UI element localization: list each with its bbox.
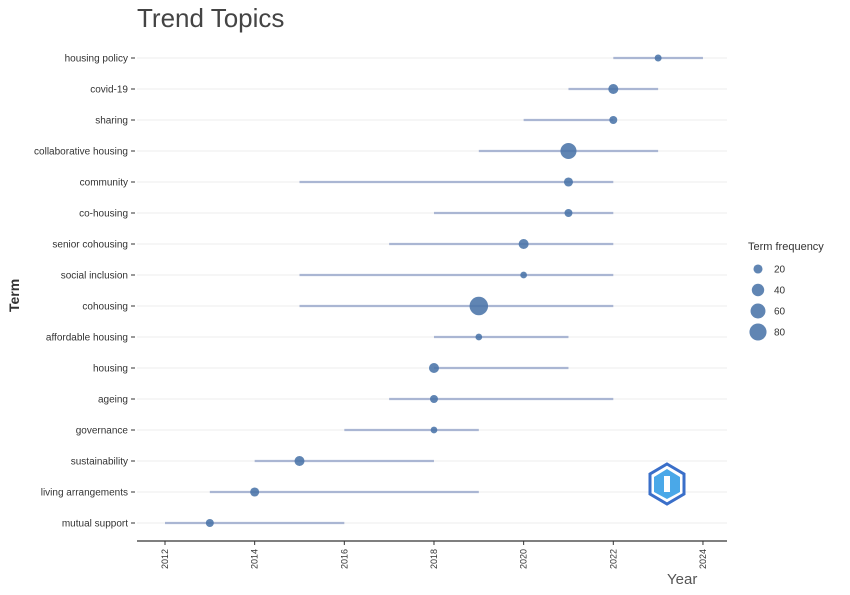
- term-label: sustainability: [71, 457, 128, 468]
- median-point: [429, 395, 438, 403]
- x-axis-label: Year: [667, 571, 697, 588]
- legend-size-marker: [753, 264, 763, 274]
- median-point: [563, 177, 573, 187]
- term-label: sharing: [95, 116, 128, 127]
- median-point: [250, 487, 260, 497]
- median-point: [520, 271, 527, 279]
- x-tick-label: 2012: [160, 549, 170, 569]
- median-point: [654, 54, 662, 62]
- term-label: collaborative housing: [34, 147, 128, 158]
- term-label: living arrangements: [41, 488, 128, 499]
- y-axis-label: Term: [6, 279, 22, 312]
- median-point: [469, 296, 489, 316]
- x-tick-label: 2022: [608, 549, 618, 569]
- median-points: [205, 54, 662, 527]
- median-point: [560, 142, 577, 160]
- legend-size-label: 60: [774, 307, 786, 318]
- legend-size-label: 80: [774, 328, 786, 339]
- x-tick-label: 2014: [250, 549, 260, 569]
- legend-size-marker: [749, 323, 767, 341]
- legend: Term frequency 20 40 60 80: [748, 241, 824, 341]
- year-ranges: [165, 56, 703, 525]
- median-point: [609, 116, 618, 124]
- median-point: [608, 84, 619, 94]
- x-tick-label: 2018: [429, 549, 439, 569]
- term-label: housing: [93, 364, 128, 375]
- x-tick-label: 2020: [519, 549, 529, 569]
- legend-size-label: 20: [774, 265, 786, 276]
- legend-size-marker: [751, 283, 765, 297]
- term-label: social inclusion: [61, 271, 128, 282]
- logo: [648, 462, 686, 506]
- term-label: housing policy: [65, 54, 128, 65]
- median-point: [564, 209, 573, 217]
- term-label: covid-19: [90, 85, 128, 96]
- median-point: [428, 363, 439, 373]
- term-label: senior cohousing: [52, 240, 128, 251]
- term-label: co-housing: [79, 209, 128, 220]
- x-axis-ticks: 2012 2014 2016 2018 2020 2022 2024: [160, 541, 708, 569]
- term-label: community: [80, 178, 128, 189]
- x-tick-label: 2024: [698, 549, 708, 569]
- legend-size-marker: [750, 303, 766, 319]
- legend-title: Term frequency: [748, 241, 824, 253]
- median-point: [294, 456, 305, 466]
- term-label: governance: [76, 426, 129, 437]
- median-point: [518, 239, 529, 249]
- term-label: cohousing: [82, 302, 128, 313]
- term-label: ageing: [98, 395, 128, 406]
- chart-title: Trend Topics: [137, 3, 284, 33]
- term-label: mutual support: [62, 519, 128, 530]
- median-point: [430, 426, 438, 434]
- legend-size-label: 40: [774, 286, 786, 297]
- median-point: [475, 333, 483, 341]
- x-tick-label: 2016: [339, 549, 349, 569]
- term-label: affordable housing: [46, 333, 128, 344]
- gridlines: [137, 57, 727, 524]
- median-point: [205, 519, 214, 527]
- term-labels: housing policy covid-19 sharing collaborati…: [34, 54, 135, 530]
